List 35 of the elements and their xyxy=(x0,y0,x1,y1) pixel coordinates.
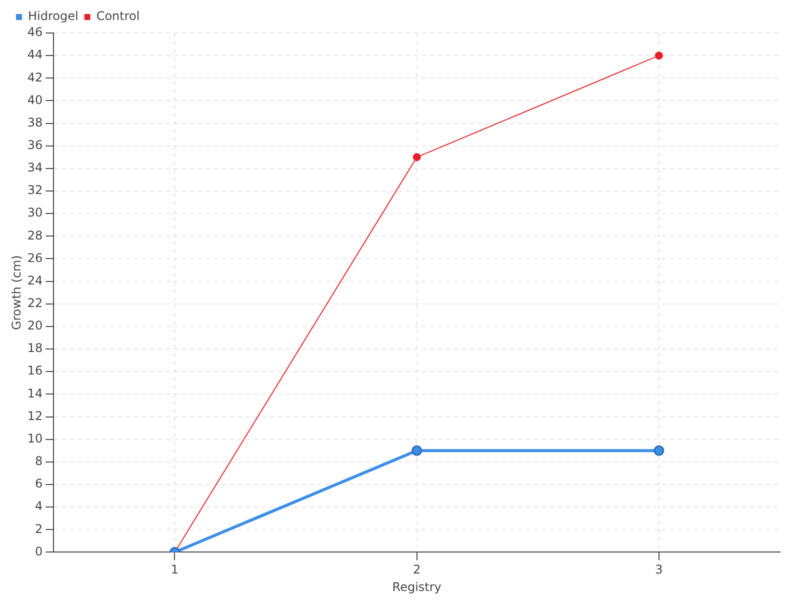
y-tick-label: 34 xyxy=(27,160,43,175)
y-tick-label: 24 xyxy=(27,273,43,288)
y-tick-label: 0 xyxy=(35,544,43,558)
y-tick-label: 8 xyxy=(35,454,43,468)
y-tick-label: 36 xyxy=(27,138,43,152)
legend-label: Hidrogel xyxy=(28,9,78,24)
y-tick-label: 22 xyxy=(27,296,43,310)
x-tick-label: 3 xyxy=(655,562,663,577)
y-tick-label: 44 xyxy=(27,48,43,62)
y-tick-label: 20 xyxy=(27,318,43,333)
y-tick-label: 14 xyxy=(27,386,43,400)
y-axis-title: Growth (cm) xyxy=(9,255,24,330)
y-tick-label: 10 xyxy=(27,431,43,446)
x-axis-title: Registry xyxy=(392,580,442,594)
y-tick-label: 4 xyxy=(35,499,43,514)
point xyxy=(412,445,422,456)
point xyxy=(654,445,664,456)
y-tick-label: 40 xyxy=(27,92,43,107)
y-tick-label: 32 xyxy=(27,183,43,198)
y-tick-label: 26 xyxy=(27,250,43,265)
point xyxy=(654,52,663,60)
point xyxy=(412,153,421,162)
y-tick-label: 28 xyxy=(27,228,43,242)
y-tick-label: 30 xyxy=(27,206,43,220)
x-tick-label: 2 xyxy=(413,562,421,577)
y-tick-label: 6 xyxy=(35,476,43,491)
y-tick-label: 46 xyxy=(27,25,43,40)
y-tick-label: 18 xyxy=(27,341,43,356)
x-tick-label: 1 xyxy=(170,562,179,577)
y-tick-label: 12 xyxy=(27,408,43,423)
y-tick-label: 38 xyxy=(27,115,43,130)
legend-label: Control xyxy=(96,9,140,24)
y-tick-label: 2 xyxy=(35,522,43,536)
y-tick-label: 16 xyxy=(27,364,43,378)
y-tick-label: 42 xyxy=(27,70,43,84)
